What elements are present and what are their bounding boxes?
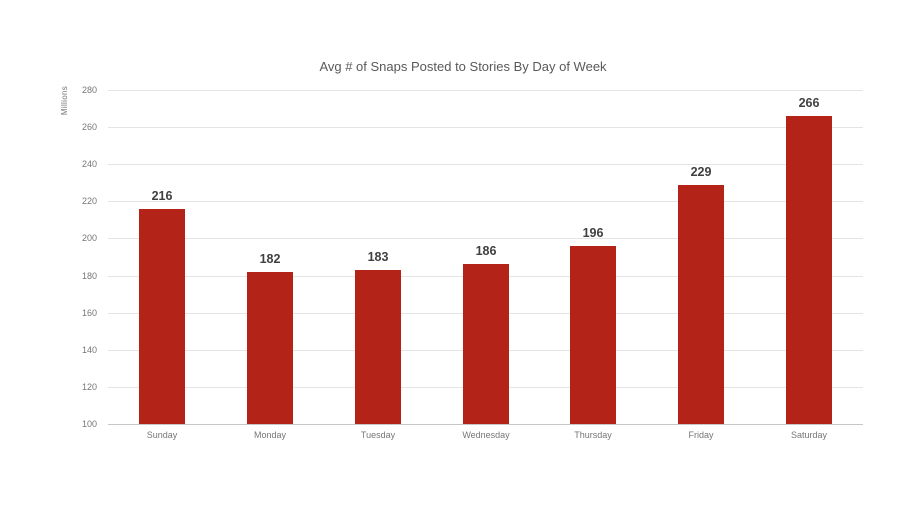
y-axis-tick-label: 260 (81, 122, 97, 132)
y-axis-tick-label: 200 (81, 233, 97, 243)
bar-saturday (786, 116, 832, 424)
bar-value-label: 196 (582, 226, 604, 240)
x-axis-tick-label: Saturday (790, 430, 828, 440)
x-axis-tick-label: Thursday (574, 430, 612, 440)
bar-value-label: 229 (690, 165, 712, 179)
bar-value-label: 182 (259, 252, 281, 266)
bar-friday (678, 185, 724, 424)
y-axis-tick-label: 120 (81, 382, 97, 392)
gridline (108, 127, 863, 128)
x-axis-tick-label: Friday (688, 430, 714, 440)
x-axis-tick-label: Wednesday (462, 430, 510, 440)
y-axis-tick-label: 140 (81, 345, 97, 355)
bar-value-label: 216 (151, 189, 173, 203)
bar-value-label: 183 (367, 250, 389, 264)
gridline (108, 90, 863, 91)
bar-monday (247, 272, 293, 424)
y-axis-tick-label: 160 (81, 308, 97, 318)
gridline (108, 164, 863, 165)
y-axis-tick-label: 280 (81, 85, 97, 95)
bar-thursday (570, 246, 616, 424)
bar-sunday (139, 209, 185, 424)
x-axis-tick-label: Sunday (146, 430, 178, 440)
gridline (108, 201, 863, 202)
x-axis-line (108, 424, 863, 425)
x-axis-tick-label: Monday (253, 430, 287, 440)
bar-value-label: 266 (798, 96, 820, 110)
y-axis-tick-label: 100 (81, 419, 97, 429)
y-axis-tick-label: 240 (81, 159, 97, 169)
chart-title: Avg # of Snaps Posted to Stories By Day … (319, 59, 607, 74)
y-axis-tick-label: 180 (81, 271, 97, 281)
bar-tuesday (355, 270, 401, 424)
x-axis-tick-label: Tuesday (360, 430, 396, 440)
bar-wednesday (463, 264, 509, 424)
gridline (108, 238, 863, 239)
bar-value-label: 186 (475, 244, 497, 258)
y-axis-tick-label: 220 (81, 196, 97, 206)
